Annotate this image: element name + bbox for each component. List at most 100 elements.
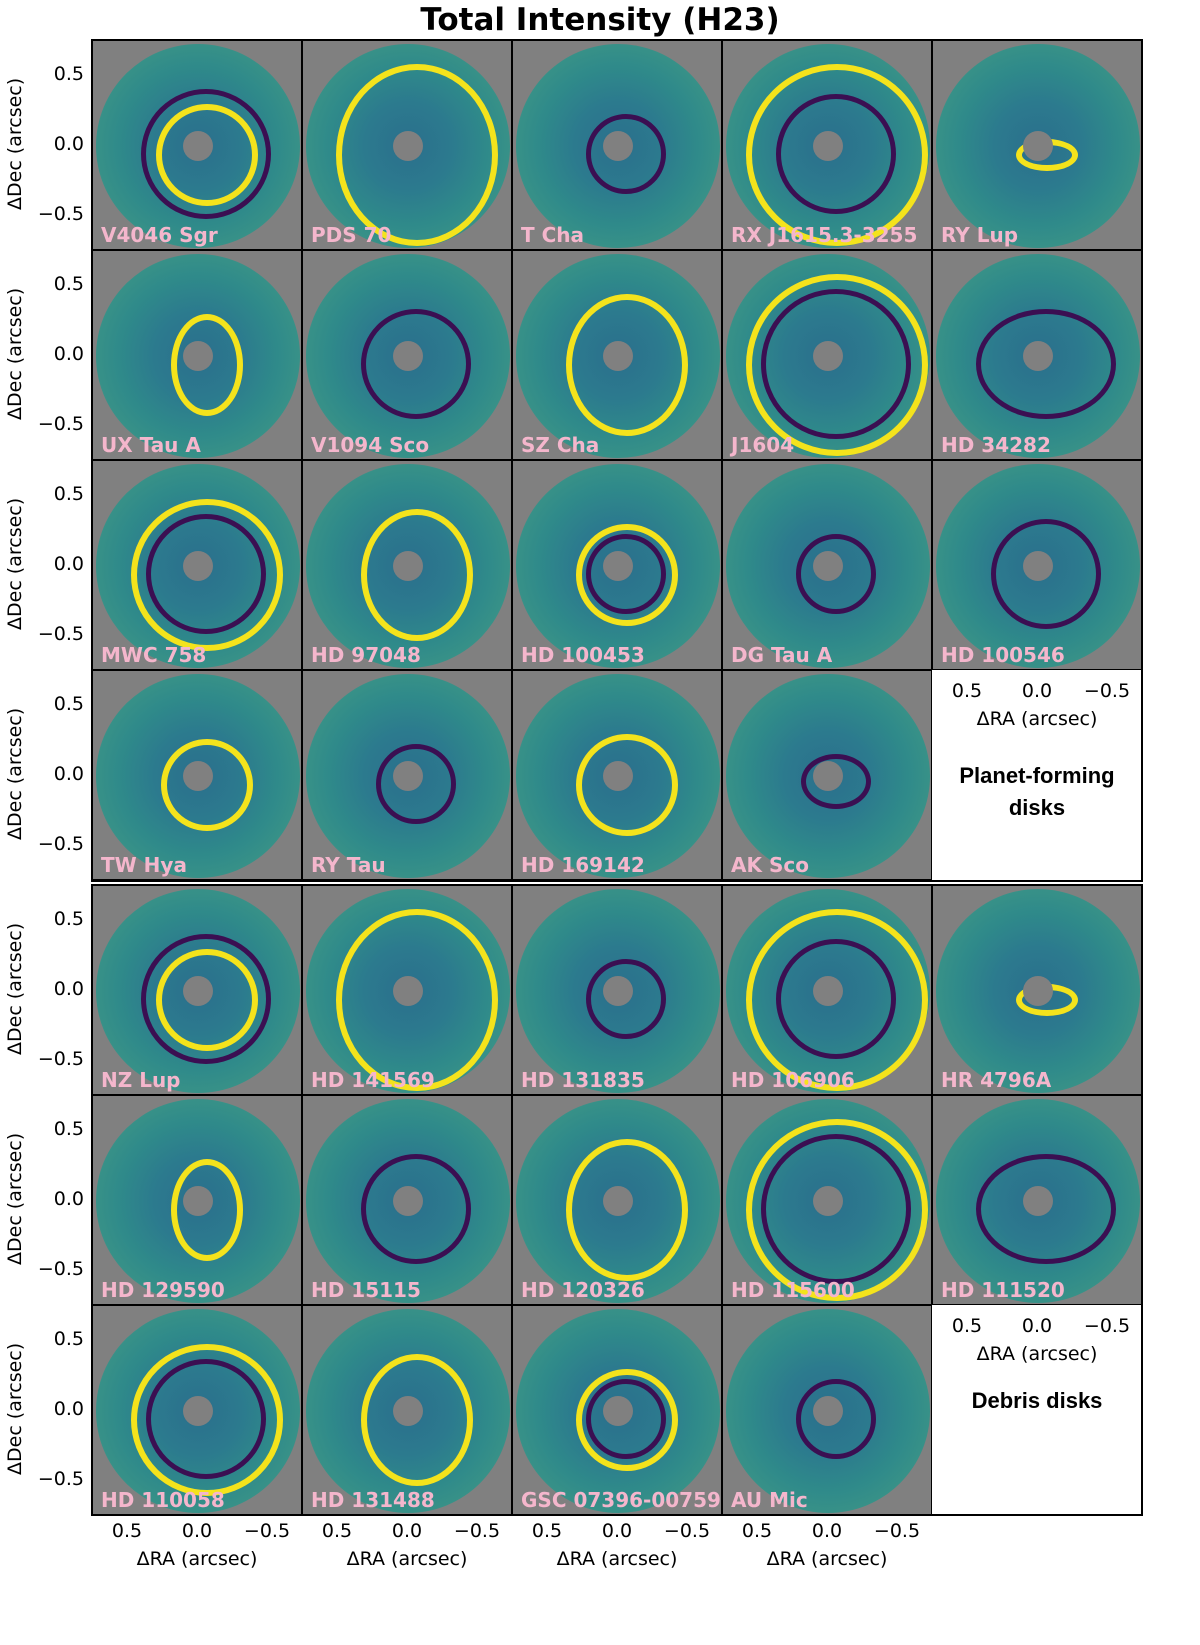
disk-image: [306, 254, 510, 458]
y-tick-label: 0.0: [53, 133, 84, 155]
disk-image: [96, 254, 300, 458]
y-tick-label: 0.5: [53, 273, 84, 295]
panel-label: HD 100453: [521, 643, 645, 667]
disk-feature: [131, 499, 283, 651]
disk-feature: [576, 734, 678, 836]
disk-panel: HD 97048: [302, 460, 512, 670]
x-tick-label: 0.0: [811, 1520, 843, 1542]
disk-image: [726, 464, 930, 668]
disk-panel: T Cha: [512, 40, 722, 250]
x-tick-label: 0.0: [1021, 1315, 1053, 1337]
coronagraph-mask: [603, 1396, 633, 1426]
disk-image: [516, 1099, 720, 1303]
x-axis-label: ΔRA (arcsec): [976, 708, 1098, 730]
x-tick-label: 0.0: [601, 1520, 633, 1542]
disk-feature: [746, 1119, 928, 1301]
disk-feature: [801, 754, 871, 809]
y-tick-label: 0.0: [53, 1398, 84, 1420]
panel-label: SZ Cha: [521, 433, 600, 457]
disk-image: [936, 464, 1140, 668]
disk-image: [306, 1099, 510, 1303]
disk-panel: AK Sco: [722, 670, 932, 880]
disk-panel: HD 131835: [512, 885, 722, 1095]
disk-panel: J1604: [722, 250, 932, 460]
disk-panel: HD 120326: [512, 1095, 722, 1305]
coronagraph-mask: [813, 1186, 843, 1216]
disk-panel: PDS 70: [302, 40, 512, 250]
coronagraph-mask: [813, 761, 843, 791]
disk-panel: HD 115600: [722, 1095, 932, 1305]
coronagraph-mask: [813, 1396, 843, 1426]
x-tick-label: 0.5: [321, 1520, 353, 1542]
disk-image: [936, 44, 1140, 248]
y-axis-label: ΔDec (arcsec): [4, 77, 26, 210]
disk-feature: [566, 294, 688, 436]
panel-label: MWC 758: [101, 643, 207, 667]
disk-panel: HR 4796A: [932, 885, 1142, 1095]
disk-image: [516, 1309, 720, 1513]
disk-image: [306, 44, 510, 248]
disk-image: [516, 889, 720, 1093]
disk-image: [726, 44, 930, 248]
coronagraph-mask: [813, 131, 843, 161]
disk-image: [516, 254, 720, 458]
disk-feature: [131, 1344, 283, 1496]
disk-image: [306, 674, 510, 878]
disk-feature: [161, 739, 253, 831]
coronagraph-mask: [603, 761, 633, 791]
disk-panel: V1094 Sco: [302, 250, 512, 460]
coronagraph-mask: [603, 976, 633, 1006]
disk-image: [726, 1099, 930, 1303]
x-tick-label: 0.0: [391, 1520, 423, 1542]
disk-panel: HD 15115: [302, 1095, 512, 1305]
x-tick-label: 0.5: [741, 1520, 773, 1542]
x-axis-label: ΔRA (arcsec): [766, 1548, 888, 1570]
panel-label: GSC 07396-00759: [521, 1488, 721, 1512]
disk-feature: [746, 274, 928, 456]
disk-feature: [141, 89, 271, 219]
group-label-planet-forming: Planet-forming disks: [959, 763, 1115, 820]
disk-feature: [171, 1159, 243, 1261]
coronagraph-mask: [183, 551, 213, 581]
disk-feature: [171, 314, 243, 416]
x-axis-label: ΔRA (arcsec): [136, 1548, 258, 1570]
disk-image: [306, 464, 510, 668]
coronagraph-mask: [1023, 1186, 1053, 1216]
figure-title: Total Intensity (H23): [420, 2, 780, 38]
coronagraph-mask: [183, 761, 213, 791]
coronagraph-mask: [393, 1186, 423, 1216]
disk-image: [96, 889, 300, 1093]
y-axis-label: ΔDec (arcsec): [4, 922, 26, 1055]
disk-panel: SZ Cha: [512, 250, 722, 460]
y-tick-label: 0.5: [53, 693, 84, 715]
y-tick-label: 0.0: [53, 763, 84, 785]
disk-image: [516, 464, 720, 668]
disk-image: [96, 674, 300, 878]
disk-image: [306, 1309, 510, 1513]
coronagraph-mask: [393, 761, 423, 791]
disk-feature: [776, 939, 896, 1059]
y-tick-label: 0.0: [53, 343, 84, 365]
panel-label: HD 111520: [941, 1278, 1065, 1302]
coronagraph-mask: [603, 131, 633, 161]
disk-feature: [761, 289, 911, 439]
disk-feature: [761, 1134, 911, 1284]
y-tick-label: 0.0: [53, 978, 84, 1000]
x-tick-label: −0.5: [243, 1520, 291, 1542]
disk-panel: HD 100546: [932, 460, 1142, 670]
coronagraph-mask: [1023, 976, 1053, 1006]
disk-panel: HD 110058: [92, 1305, 302, 1515]
panel-label: DG Tau A: [731, 643, 833, 667]
y-axis-label: ΔDec (arcsec): [4, 287, 26, 420]
disk-image: [96, 44, 300, 248]
disk-panel: HD 131488: [302, 1305, 512, 1515]
coronagraph-mask: [1023, 131, 1053, 161]
disk-feature: [146, 514, 266, 634]
panel-label: V4046 Sgr: [101, 223, 218, 247]
y-tick-label: 0.0: [53, 1188, 84, 1210]
x-tick-label: −0.5: [663, 1520, 711, 1542]
x-tick-label: −0.5: [453, 1520, 501, 1542]
y-tick-label: −0.5: [37, 833, 84, 855]
coronagraph-mask: [183, 1186, 213, 1216]
panel-label: HD 169142: [521, 853, 645, 877]
